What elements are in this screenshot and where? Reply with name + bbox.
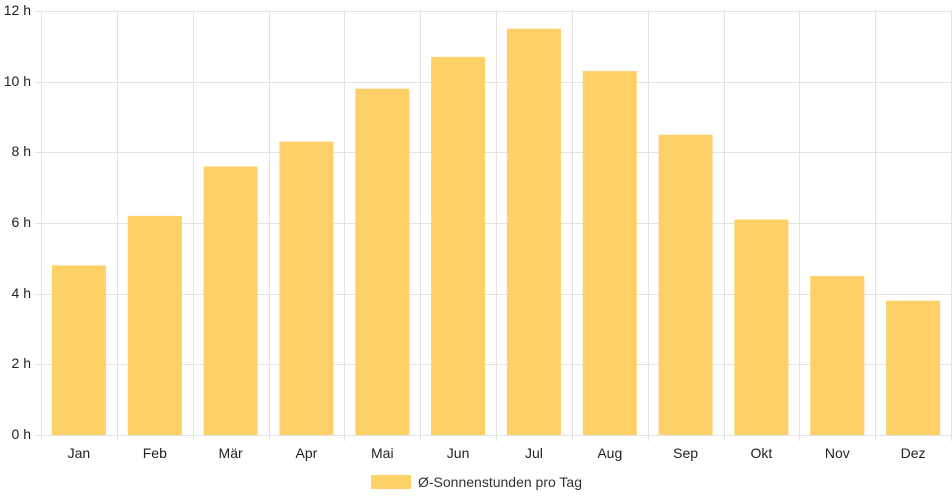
bar-jul[interactable]: [506, 28, 561, 435]
x-tick-label: Okt: [751, 445, 773, 461]
x-tick-label: Mai: [371, 445, 394, 461]
x-tick-label: Nov: [825, 445, 850, 461]
bar-dez[interactable]: [886, 300, 941, 435]
y-tick-label: 0 h: [12, 426, 31, 442]
x-tick-label: Dez: [901, 445, 926, 461]
y-tick-label: 8 h: [12, 143, 31, 159]
legend-swatch[interactable]: [371, 475, 411, 489]
bar-sep[interactable]: [658, 134, 713, 435]
bar-apr[interactable]: [279, 141, 334, 435]
x-tick-label: Jun: [447, 445, 470, 461]
x-tick-label: Apr: [296, 445, 318, 461]
x-tick-label: Feb: [143, 445, 167, 461]
x-tick-label: Mär: [219, 445, 243, 461]
y-tick-label: 2 h: [12, 355, 31, 371]
bar-mär[interactable]: [203, 166, 258, 436]
bar-feb[interactable]: [127, 215, 182, 435]
y-axis: 0 h 2 h 4 h 6 h 8 h 10 h 12 h: [4, 2, 31, 442]
x-tick-label: Aug: [597, 445, 622, 461]
chart-bars: [51, 28, 941, 436]
y-tick-label: 6 h: [12, 214, 31, 230]
chart-legend[interactable]: Ø-Sonnenstunden pro Tag: [371, 474, 582, 490]
legend-label[interactable]: Ø-Sonnenstunden pro Tag: [418, 474, 582, 490]
y-tick-label: 12 h: [4, 2, 31, 18]
bar-jan[interactable]: [51, 265, 106, 435]
bar-aug[interactable]: [582, 71, 637, 435]
x-axis: Jan Feb Mär Apr Mai Jun Jul Aug Sep Okt Nov Dez: [68, 445, 926, 461]
y-tick-label: 10 h: [4, 73, 31, 89]
x-tick-label: Jan: [68, 445, 91, 461]
bar-nov[interactable]: [810, 276, 865, 435]
chart-grid: [35, 11, 952, 441]
y-tick-label: 4 h: [12, 285, 31, 301]
x-tick-label: Sep: [673, 445, 698, 461]
bar-jun[interactable]: [431, 56, 486, 436]
bar-okt[interactable]: [734, 219, 789, 436]
x-tick-label: Jul: [525, 445, 543, 461]
bar-mai[interactable]: [355, 88, 410, 435]
